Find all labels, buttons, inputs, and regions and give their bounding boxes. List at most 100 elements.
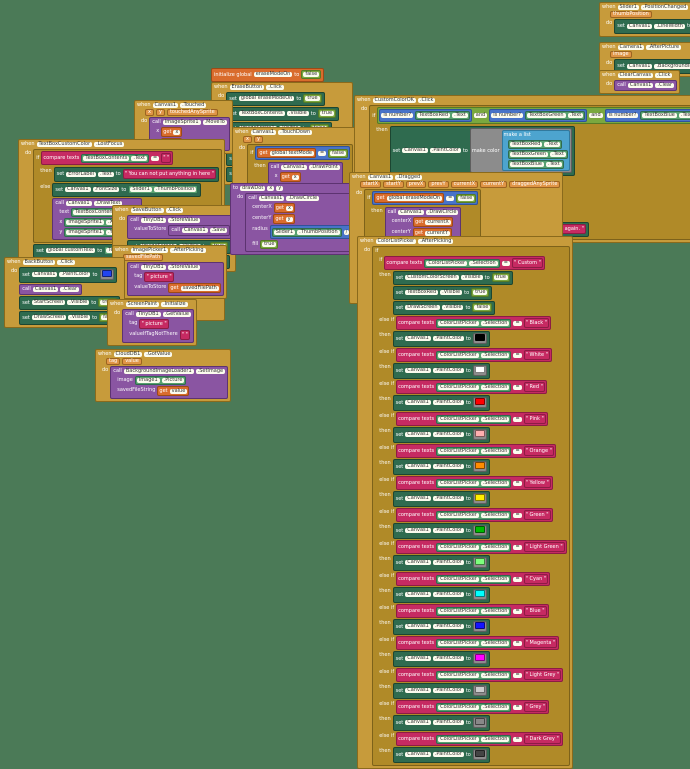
dropdown-chip[interactable]: and: [589, 112, 603, 118]
event-colorlistpicker-afterpicking[interactable]: when ColorListPicker .AfterPicking do if if co…: [357, 236, 573, 769]
dropdown-chip[interactable]: global customText: [45, 247, 96, 253]
param-chip[interactable]: tag: [106, 358, 121, 365]
dropdown-chip[interactable]: Canvas1: [405, 559, 431, 565]
param-chip[interactable]: touchedAnySprite: [166, 109, 218, 116]
dropdown-chip[interactable]: .Selection: [480, 479, 510, 486]
dropdown-chip[interactable]: .PaintColor: [432, 463, 464, 469]
dropdown-chip[interactable]: false: [303, 71, 320, 77]
dropdown-chip[interactable]: Canvas1: [402, 147, 428, 153]
dropdown-chip[interactable]: .Y: [106, 229, 115, 235]
dropdown-chip[interactable]: /: [343, 228, 350, 235]
dropdown-chip[interactable]: savedFilePath: [180, 284, 219, 291]
dropdown-chip[interactable]: Canvas1: [32, 285, 59, 292]
screen-init-group[interactable]: when ScreenPaint .Initialize do call TinyDB1.…: [107, 299, 197, 346]
list-block[interactable]: make a list TextBoxRed .Text TextBoxGreen .T…: [501, 130, 570, 171]
dropdown-chip[interactable]: BackgroundImageLoader1: [123, 367, 194, 374]
dropdown-chip[interactable]: is number?: [491, 112, 523, 118]
ctl-block[interactable]: if compare texts TextBoxContents .Text = " " t…: [33, 149, 222, 243]
col-block[interactable]: [472, 525, 487, 536]
col-block[interactable]: [472, 557, 487, 568]
dropdown-chip[interactable]: ScreenPaint: [125, 300, 160, 307]
dropdown-chip[interactable]: =: [513, 319, 522, 326]
dropdown-chip[interactable]: Canvas1: [31, 271, 58, 277]
txt-block[interactable]: " ": [179, 330, 190, 340]
dropdown-chip[interactable]: ColorListPicker: [438, 671, 479, 678]
dropdown-chip[interactable]: ColorListPicker: [438, 511, 479, 518]
dropdown-chip[interactable]: Canvas1: [405, 719, 431, 725]
dropdown-chip[interactable]: .AfterPicking: [418, 237, 454, 244]
dropdown-chip[interactable]: ColorListPicker: [438, 543, 479, 550]
txt-block[interactable]: " Grey ": [523, 702, 548, 712]
set-block[interactable]: set Canvas1 .PaintColor to: [392, 747, 490, 763]
param-chip[interactable]: currentY: [480, 181, 508, 188]
get-block[interactable]: get value: [157, 386, 190, 396]
dropdown-chip[interactable]: .Selection: [480, 319, 510, 326]
dropdown-chip[interactable]: .X: [106, 219, 116, 225]
dropdown-chip[interactable]: TinyDB1: [135, 310, 161, 317]
dropdown-chip[interactable]: .PaintColor: [432, 367, 464, 373]
txt-block[interactable]: " Cyan ": [523, 574, 549, 584]
dropdown-chip[interactable]: Canvas1: [405, 463, 431, 469]
dropdown-chip[interactable]: .StoreValue: [167, 216, 201, 223]
set-block[interactable]: set Canvas1 .PaintColor to: [392, 395, 490, 411]
dropdown-chip[interactable]: TextBoxContents: [238, 110, 285, 116]
dropdown-chip[interactable]: CustomColorScreen: [405, 274, 459, 280]
op-block[interactable]: get global eraseModeOn = false: [372, 191, 479, 205]
dropdown-chip[interactable]: Canvas1: [281, 163, 307, 170]
chipv-block[interactable]: TextBoxRed .Text: [415, 111, 470, 120]
dropdown-chip[interactable]: ImageSprite1: [66, 229, 105, 235]
dropdown-chip[interactable]: Canvas1: [405, 751, 431, 757]
dropdown-chip[interactable]: .Selection: [469, 259, 498, 266]
dropdown-chip[interactable]: y: [276, 184, 284, 191]
dropdown-chip[interactable]: =: [513, 575, 522, 582]
logic-block[interactable]: false: [456, 193, 477, 203]
dropdown-chip[interactable]: .BackgroundImage: [654, 63, 690, 69]
chipv-block[interactable]: ColorListPicker .Selection: [436, 414, 512, 424]
dropdown-chip[interactable]: .DrawPoint: [308, 163, 340, 170]
txt-block[interactable]: compare texts ColorListPicker .Selection = "…: [396, 444, 556, 458]
dropdown-chip[interactable]: TextBoxContents: [73, 209, 120, 215]
dropdown-chip[interactable]: .Text: [544, 141, 561, 147]
dropdown-chip[interactable]: .ThumbPosition: [297, 228, 340, 235]
dropdown-chip[interactable]: Slider1: [273, 228, 296, 235]
dropdown-chip[interactable]: true: [319, 110, 335, 116]
chipv-block[interactable]: TextBoxGreen .Text: [524, 111, 586, 120]
dropdown-chip[interactable]: .Visible: [440, 289, 463, 295]
param-chip[interactable]: y: [155, 109, 165, 116]
camera-saved-group[interactable]: when ImagePicker1 .AfterPicking savedFilePa…: [112, 245, 227, 299]
txt-block[interactable]: " picture ": [139, 319, 169, 329]
dropdown-chip[interactable]: Slider1: [617, 3, 639, 10]
dropdown-chip[interactable]: .Click: [165, 206, 184, 213]
col-block[interactable]: [472, 397, 487, 408]
dropdown-chip[interactable]: =: [513, 383, 522, 390]
event-backbutton-click[interactable]: when BackButton .Click do set Canvas1 .PaintCo…: [4, 257, 126, 328]
dropdown-chip[interactable]: .PaintColor: [432, 335, 464, 341]
txt-block[interactable]: compare texts ColorListPicker .Selection = "…: [396, 508, 553, 522]
dropdown-chip[interactable]: =: [513, 511, 522, 518]
txt-block[interactable]: " Orange ": [523, 446, 554, 456]
col-block[interactable]: [472, 621, 487, 632]
set-block[interactable]: set Canvas1 .FontSize to Slider1 .ThumbPositi…: [52, 183, 202, 197]
dropdown-chip[interactable]: TinyDB1: [140, 263, 166, 270]
logic-block[interactable]: true: [260, 240, 279, 249]
txt-block[interactable]: " Black ": [523, 318, 549, 328]
dropdown-chip[interactable]: Canvas1: [250, 128, 277, 135]
dropdown-chip[interactable]: Canvas1: [65, 199, 92, 206]
dropdown-chip[interactable]: .AfterPicking: [170, 246, 206, 253]
dropdown-chip[interactable]: Camera1: [617, 43, 645, 50]
dropdown-chip[interactable]: =: [513, 543, 522, 550]
dropdown-chip[interactable]: currentX: [425, 218, 451, 225]
dropdown-chip[interactable]: x: [267, 184, 275, 191]
dropdown-chip[interactable]: value: [169, 387, 188, 394]
dropdown-chip[interactable]: ColorListPicker: [438, 575, 479, 582]
get-block[interactable]: get x: [161, 127, 183, 137]
dropdown-chip[interactable]: Canvas1: [181, 226, 208, 233]
dropdown-chip[interactable]: ColorListPicker: [438, 319, 479, 326]
gotvalue-group[interactable]: when CloudDB1 .GotValue tag value do call Backg…: [95, 349, 232, 402]
dropdown-chip[interactable]: .AfterPicture: [646, 43, 682, 50]
set-block[interactable]: set Canvas1 .PaintColor to: [392, 651, 490, 667]
dropdown-chip[interactable]: ClearCanvas: [617, 71, 653, 78]
get-block[interactable]: get global eraseModeOn: [374, 193, 445, 203]
dropdown-chip[interactable]: Canvas1: [405, 591, 431, 597]
